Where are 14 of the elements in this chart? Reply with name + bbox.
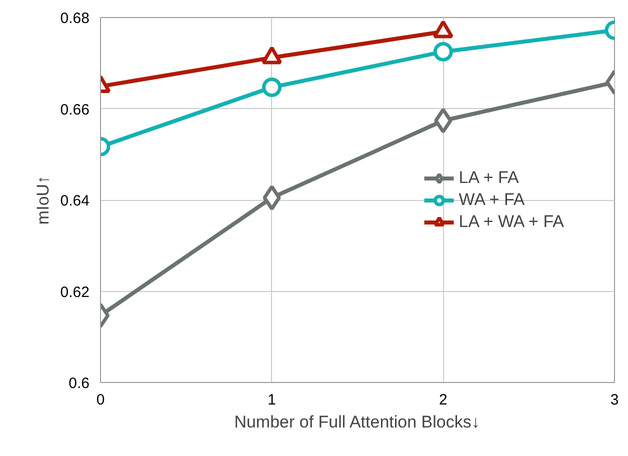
- y-tick-label: 0.64: [60, 192, 90, 210]
- y-tick-label: 0.6: [68, 375, 90, 392]
- x-tick-label: 1: [268, 392, 276, 408]
- y-tick-label: 0.68: [60, 10, 90, 27]
- legend-label: WA + FA: [458, 190, 525, 210]
- y-tick-label: 0.62: [60, 284, 90, 301]
- x-tick-label: 2: [438, 392, 448, 408]
- legend-label: LA + WA + FA: [458, 212, 564, 232]
- x-tick-label: 0: [96, 392, 105, 408]
- y-axis-title: mIoU↑: [33, 175, 52, 225]
- x-axis-title: Number of Full Attention Blocks↓: [234, 412, 480, 432]
- x-tick-label: 3: [610, 392, 619, 408]
- legend-label: LA + FA: [458, 168, 519, 188]
- y-tick-label: 0.66: [60, 101, 90, 118]
